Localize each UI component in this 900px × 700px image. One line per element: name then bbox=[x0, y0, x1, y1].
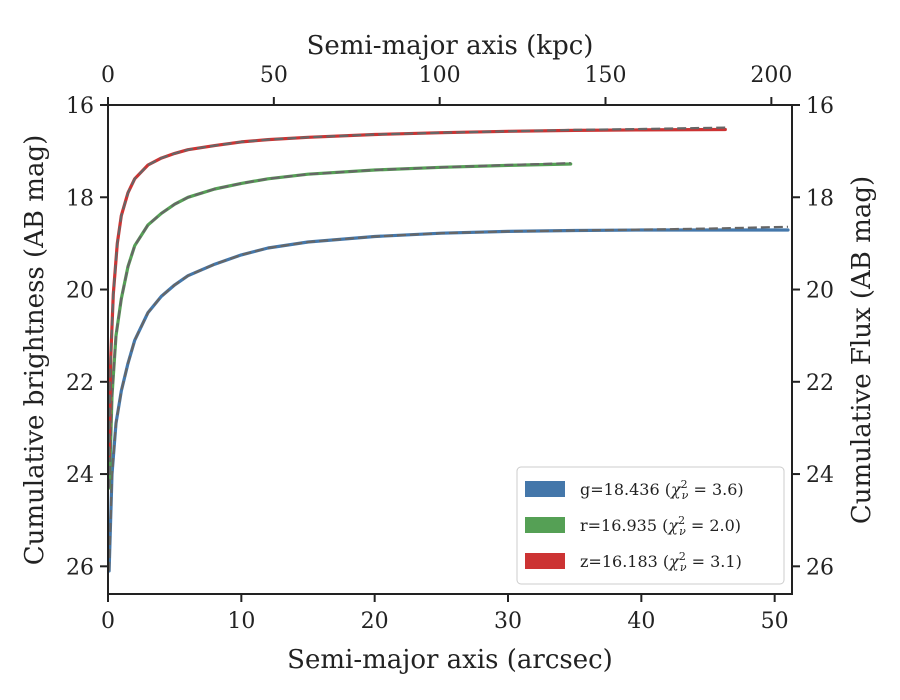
y-tick-label: 20 bbox=[66, 279, 94, 304]
y-tick-label: 26 bbox=[66, 555, 94, 580]
y-tick-label: 22 bbox=[66, 371, 94, 396]
top-x-tick-label: 200 bbox=[750, 63, 792, 88]
x-tick-label: 40 bbox=[627, 609, 655, 634]
plot-frame bbox=[107, 104, 793, 595]
x-tick-label: 30 bbox=[494, 609, 522, 634]
legend-label-r: r=16.935 (χ2 ν = 2.0) bbox=[580, 514, 741, 538]
legend-swatch-g bbox=[525, 481, 565, 497]
legend-swatch-r bbox=[525, 517, 565, 533]
y-tick-label: 18 bbox=[66, 186, 94, 211]
right-y-tick-label: 16 bbox=[806, 94, 834, 119]
top-x-tick-label: 100 bbox=[419, 63, 461, 88]
right-y-tick-label: 18 bbox=[806, 186, 834, 211]
legend-label-g: g=18.436 (χ2 ν = 3.6) bbox=[580, 478, 744, 502]
y-tick-label: 16 bbox=[66, 94, 94, 119]
legend-label-z: z=16.183 (χ2 ν = 3.1) bbox=[580, 550, 742, 574]
x-tick-label: 50 bbox=[761, 609, 789, 634]
x-tick-label: 10 bbox=[227, 609, 255, 634]
top-x-tick-label: 150 bbox=[585, 63, 627, 88]
ticks-layer: 0 10 20 30 40 50 0 50 100 150 200 16 16 18 18 20 20 22 22 2… bbox=[66, 63, 834, 634]
right-y-tick-label: 24 bbox=[806, 463, 834, 488]
model-line-g bbox=[108, 225, 789, 571]
y-tick-label: 24 bbox=[66, 463, 94, 488]
legend-box bbox=[516, 466, 785, 585]
top-x-axis-title: Semi-major axis (kpc) bbox=[307, 31, 594, 61]
x-tick-label: 0 bbox=[101, 609, 115, 634]
right-y-tick-label: 22 bbox=[806, 371, 834, 396]
x-axis-title: Semi-major axis (arcsec) bbox=[287, 645, 613, 675]
right-y-tick-label: 20 bbox=[806, 279, 834, 304]
legend-swatch-z bbox=[525, 553, 565, 569]
series-layer bbox=[107, 126, 790, 573]
x-tick-label: 20 bbox=[361, 609, 389, 634]
top-x-tick-label: 0 bbox=[101, 63, 115, 88]
legend: g=18.436 (χ2 ν = 3.6) r=16.935 (χ2 ν = 2.0)… bbox=[516, 466, 785, 585]
top-x-tick-label: 50 bbox=[260, 63, 288, 88]
y-axis-title: Cumulative brightness (AB mag) bbox=[20, 135, 50, 566]
right-y-tick-label: 26 bbox=[806, 555, 834, 580]
model-line-r bbox=[108, 162, 571, 488]
right-y-axis-title: Cumulative Flux (AB mag) bbox=[847, 176, 877, 524]
model-line-z bbox=[108, 126, 726, 456]
